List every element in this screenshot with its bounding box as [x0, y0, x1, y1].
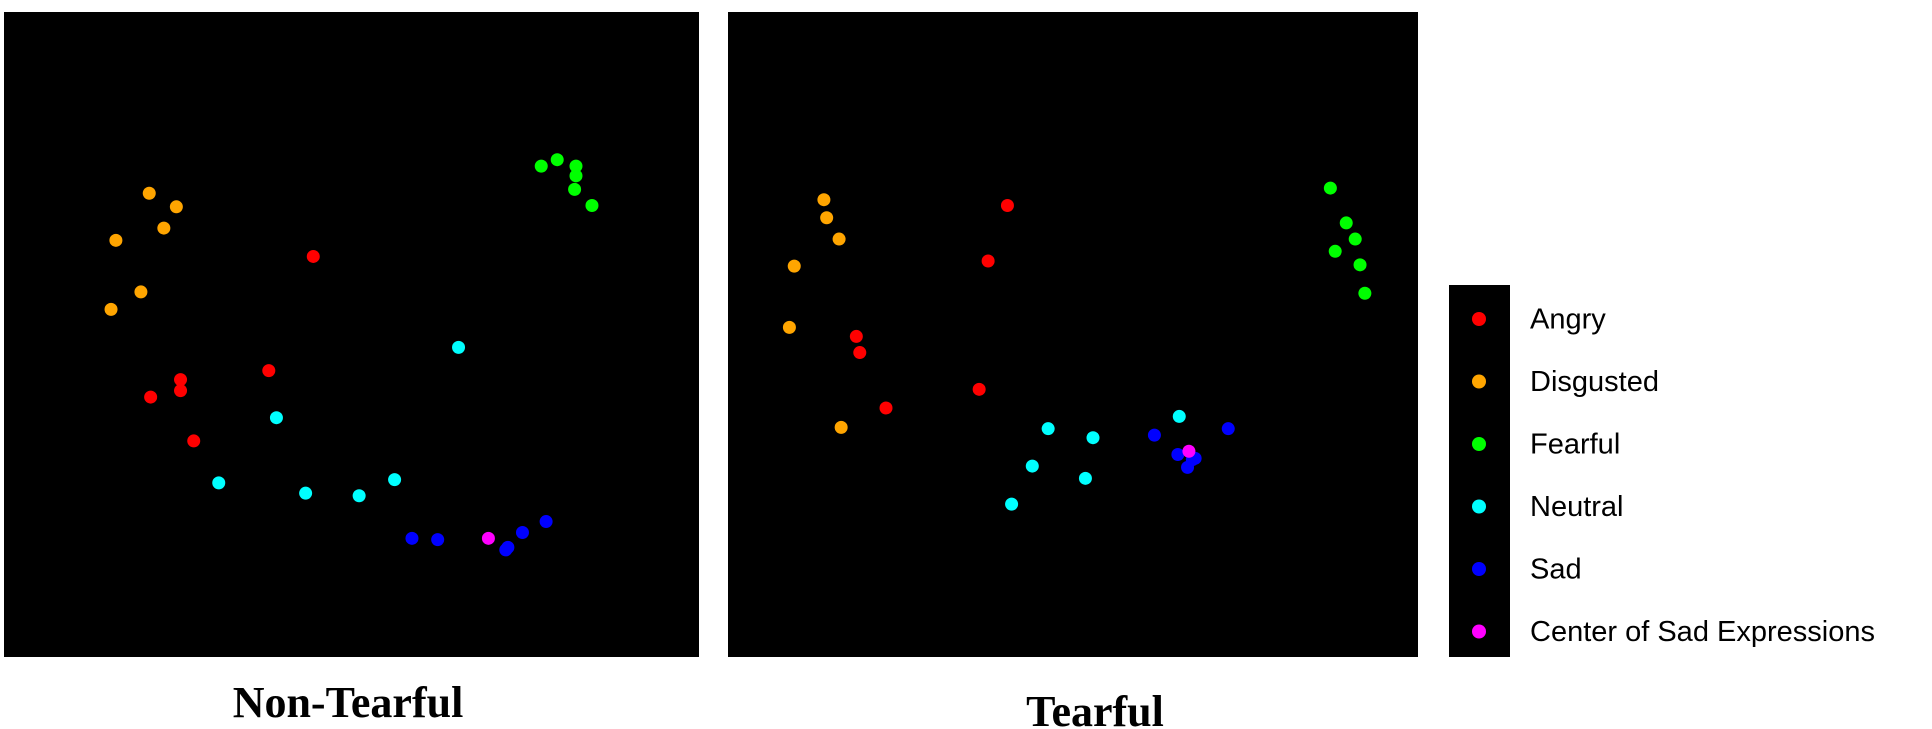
point: [569, 169, 583, 183]
point: [1323, 181, 1337, 195]
point: [1086, 431, 1100, 445]
point: [1171, 447, 1185, 461]
plot-area: [4, 12, 699, 657]
legend-label: Fearful: [1530, 429, 1620, 461]
point: [405, 531, 419, 545]
point: [1182, 444, 1196, 458]
point: [1358, 286, 1372, 300]
point: [515, 526, 529, 540]
point: [452, 340, 466, 354]
point: [1000, 199, 1014, 212]
point: [157, 221, 171, 235]
point: [1078, 471, 1092, 485]
point: [1353, 258, 1367, 272]
point: [568, 182, 582, 196]
point: [569, 159, 583, 173]
point: [1339, 216, 1353, 230]
point: [299, 486, 313, 500]
chart-title: Tearful: [1026, 687, 1164, 729]
point: [352, 489, 366, 503]
point: [585, 199, 599, 212]
legend-marker: [1472, 562, 1486, 576]
point: [109, 233, 123, 247]
point: [1181, 460, 1195, 474]
legend-label: Angry: [1530, 304, 1606, 336]
chart-title: Non-Tearful: [233, 678, 464, 727]
point: [820, 211, 834, 225]
point: [832, 232, 846, 246]
point: [388, 473, 402, 487]
legend-marker: [1472, 312, 1486, 326]
point: [212, 476, 226, 490]
legend-marker: [1472, 499, 1486, 514]
legend-label: Disgusted: [1530, 366, 1659, 398]
legend-marker: [1472, 374, 1486, 389]
point: [787, 259, 801, 273]
point: [1147, 428, 1161, 442]
legend-label: Sad: [1530, 554, 1582, 586]
point: [1041, 422, 1055, 436]
point: [849, 329, 863, 343]
point: [1328, 244, 1342, 258]
point: [534, 159, 548, 173]
point: [269, 411, 283, 425]
point: [834, 420, 848, 434]
point: [1025, 459, 1039, 473]
point: [262, 364, 276, 378]
point: [174, 384, 188, 398]
point: [144, 390, 158, 404]
legend-marker: [1472, 437, 1486, 451]
point: [481, 531, 495, 545]
point: [550, 153, 564, 167]
point: [169, 200, 183, 214]
point: [174, 373, 188, 387]
plot-area: [728, 12, 1418, 657]
point: [1005, 497, 1019, 511]
point: [187, 434, 201, 448]
legend-marker: [1472, 624, 1486, 639]
point: [134, 285, 148, 299]
legend-box: [1449, 285, 1510, 657]
point: [539, 515, 553, 529]
point: [431, 533, 445, 547]
point: [142, 186, 156, 200]
point: [501, 540, 515, 554]
point: [981, 254, 995, 268]
point: [817, 193, 831, 207]
point: [1221, 422, 1235, 436]
legend-label: Neutral: [1530, 491, 1624, 523]
point: [879, 401, 893, 415]
point: [782, 320, 796, 334]
point: [853, 346, 867, 360]
point: [104, 302, 118, 316]
legend-label: Center of Sad Expressions: [1530, 616, 1875, 648]
point: [306, 249, 320, 263]
point: [972, 382, 986, 396]
point: [1348, 232, 1362, 246]
point: [1172, 409, 1186, 423]
